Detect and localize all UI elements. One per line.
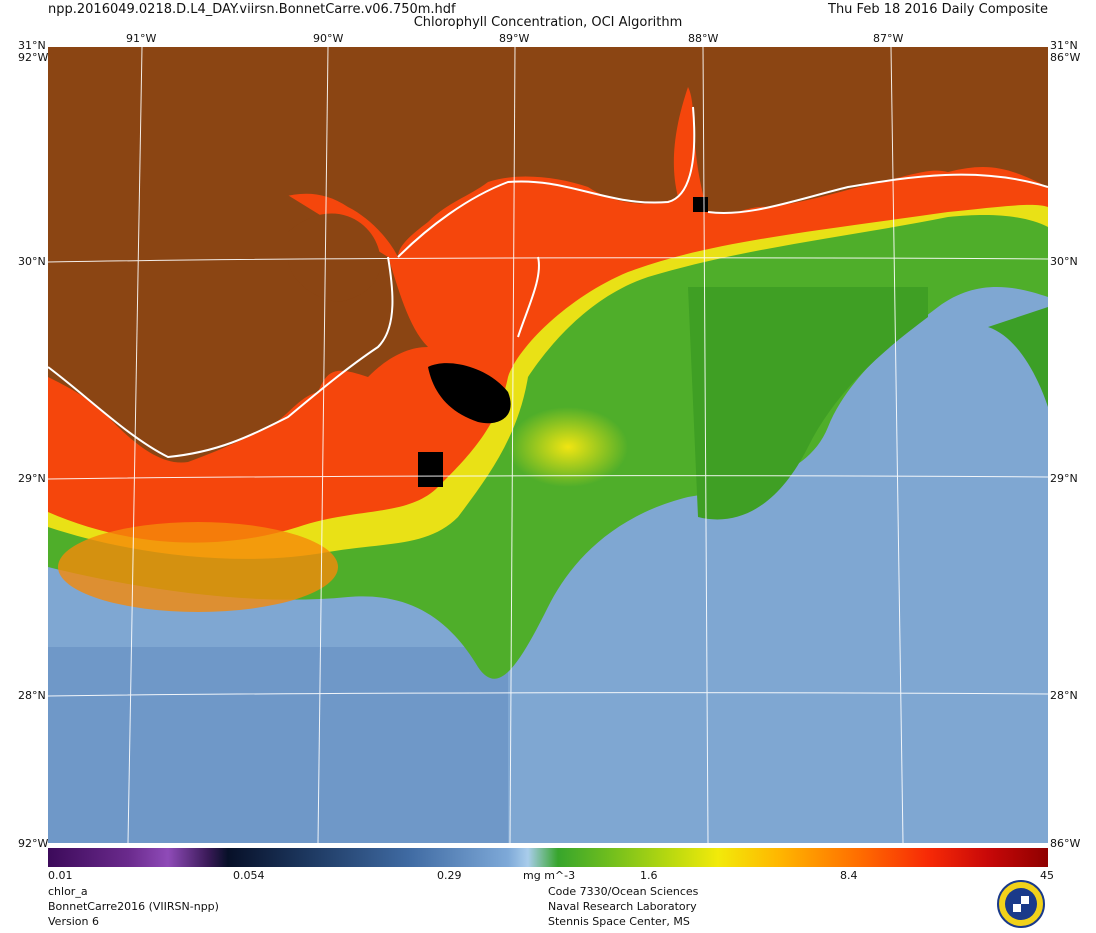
lat-label-29n-left: 29°N	[18, 472, 46, 485]
nrl-seal-icon	[995, 879, 1047, 929]
corner-top-left-lat: 31°N	[18, 39, 46, 52]
colorbar-tick-8-4: 8.4	[840, 869, 858, 882]
ocean-deep	[48, 647, 508, 843]
colorbar	[48, 848, 1048, 867]
colorbar-tick-45: 45	[1040, 869, 1054, 882]
corner-top-right-lon: 86°W	[1050, 51, 1081, 64]
colorbar-tick-0-054: 0.054	[233, 869, 265, 882]
lab-name: Naval Research Laboratory	[548, 900, 697, 913]
lon-label-90w: 90°W	[313, 32, 344, 45]
project-name: BonnetCarre2016 (VIIRSN-npp)	[48, 900, 219, 913]
no-data-lake	[428, 363, 511, 424]
lat-label-30n-left: 30°N	[18, 255, 46, 268]
lat-label-30n-right: 30°N	[1050, 255, 1078, 268]
lon-label-89w: 89°W	[499, 32, 530, 45]
lon-label-91w: 91°W	[126, 32, 157, 45]
corner-top-right-lat: 31°N	[1050, 39, 1078, 52]
lat-label-28n-right: 28°N	[1050, 689, 1078, 702]
lat-label-29n-right: 29°N	[1050, 472, 1078, 485]
no-data-delta	[418, 452, 443, 487]
orange-plume	[58, 522, 338, 612]
green-chl-east	[688, 287, 928, 520]
code-label: Code 7330/Ocean Sciences	[548, 885, 699, 898]
corner-bottom-left-lon: 92°W	[18, 837, 49, 850]
chandeleur-islands	[517, 256, 540, 338]
product-name: chlor_a	[48, 885, 88, 898]
location-label: Stennis Space Center, MS	[548, 915, 690, 928]
composite-date: Thu Feb 18 2016 Daily Composite	[828, 2, 1048, 17]
lat-label-28n-left: 28°N	[18, 689, 46, 702]
colorbar-tick-0-29: 0.29	[437, 869, 462, 882]
graticule	[48, 47, 1048, 843]
colorbar-tick-1-6: 1.6	[640, 869, 658, 882]
colorbar-units: mg m^-3	[523, 869, 576, 882]
no-data-mobile	[693, 197, 708, 212]
land-mass	[48, 47, 1048, 463]
chlorophyll-map	[48, 47, 1048, 843]
corner-bottom-right-lon: 86°W	[1050, 837, 1081, 850]
version-label: Version 6	[48, 915, 99, 928]
yellow-swirl	[508, 407, 628, 487]
coastline	[48, 106, 1048, 459]
lon-label-87w: 87°W	[873, 32, 904, 45]
land-delta	[288, 213, 381, 302]
lon-label-88w: 88°W	[688, 32, 719, 45]
green-patch-east	[988, 307, 1048, 407]
colorbar-tick-0-01: 0.01	[48, 869, 73, 882]
corner-top-left-lon: 92°W	[18, 51, 49, 64]
map-title: Chlorophyll Concentration, OCI Algorithm	[413, 15, 683, 30]
file-name: npp.2016049.0218.D.L4_DAY.viirsn.BonnetC…	[48, 2, 456, 17]
